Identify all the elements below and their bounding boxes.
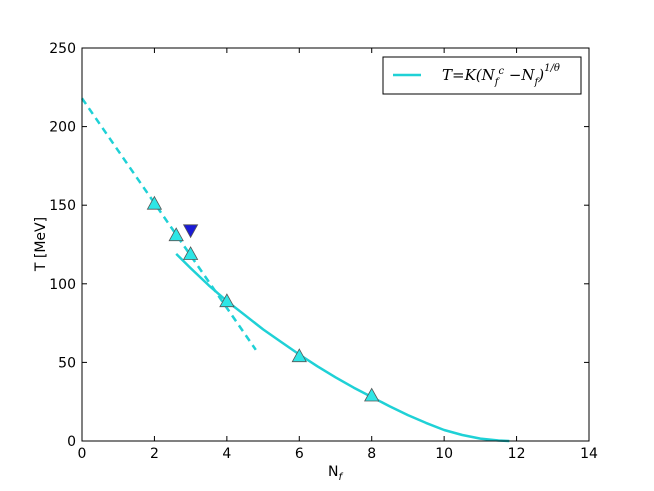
marker-layer [146, 195, 380, 402]
marker-triangle-up-point [182, 246, 199, 260]
x-tick-label: 2 [150, 446, 159, 462]
x-axis-label-subscript: f [338, 472, 343, 483]
y-tick-label: 0 [67, 434, 76, 450]
marker-triangle-up-point [146, 195, 163, 210]
marker-triangle-up-point [219, 293, 235, 308]
tick-layer: 0 2 4 6 8 10 12 14 0 50 100 150 200 250 [49, 41, 598, 462]
axes-frame [81, 47, 590, 442]
x-tick-label: 14 [580, 446, 598, 462]
x-axis-label-main: N [328, 464, 338, 480]
marker-triangle-up-point [291, 348, 307, 363]
marker-triangle-down-point [182, 224, 199, 239]
y-tick-label: 150 [49, 198, 76, 214]
y-tick-label: 50 [58, 355, 76, 371]
series-line-linear [80, 97, 257, 351]
marker-triangle-up-point [168, 227, 184, 242]
y-tick-label: 200 [49, 120, 76, 136]
x-axis-label: Nf [328, 464, 343, 483]
x-tick-label: 10 [435, 446, 453, 462]
x-tick-label: 4 [222, 446, 231, 462]
marker-triangle-up-point [364, 387, 380, 402]
x-tick-label: 12 [508, 446, 526, 462]
x-tick-label: 0 [78, 446, 87, 462]
plot-area [82, 48, 589, 441]
y-tick-label: 100 [49, 277, 76, 293]
legend: T=K(Nfc −Nf)1/θ [382, 56, 582, 95]
x-tick-label: 8 [367, 446, 376, 462]
y-axis-label: T [MeV] [33, 217, 49, 272]
y-tick-label: 250 [49, 41, 76, 57]
x-tick-label: 6 [295, 446, 304, 462]
